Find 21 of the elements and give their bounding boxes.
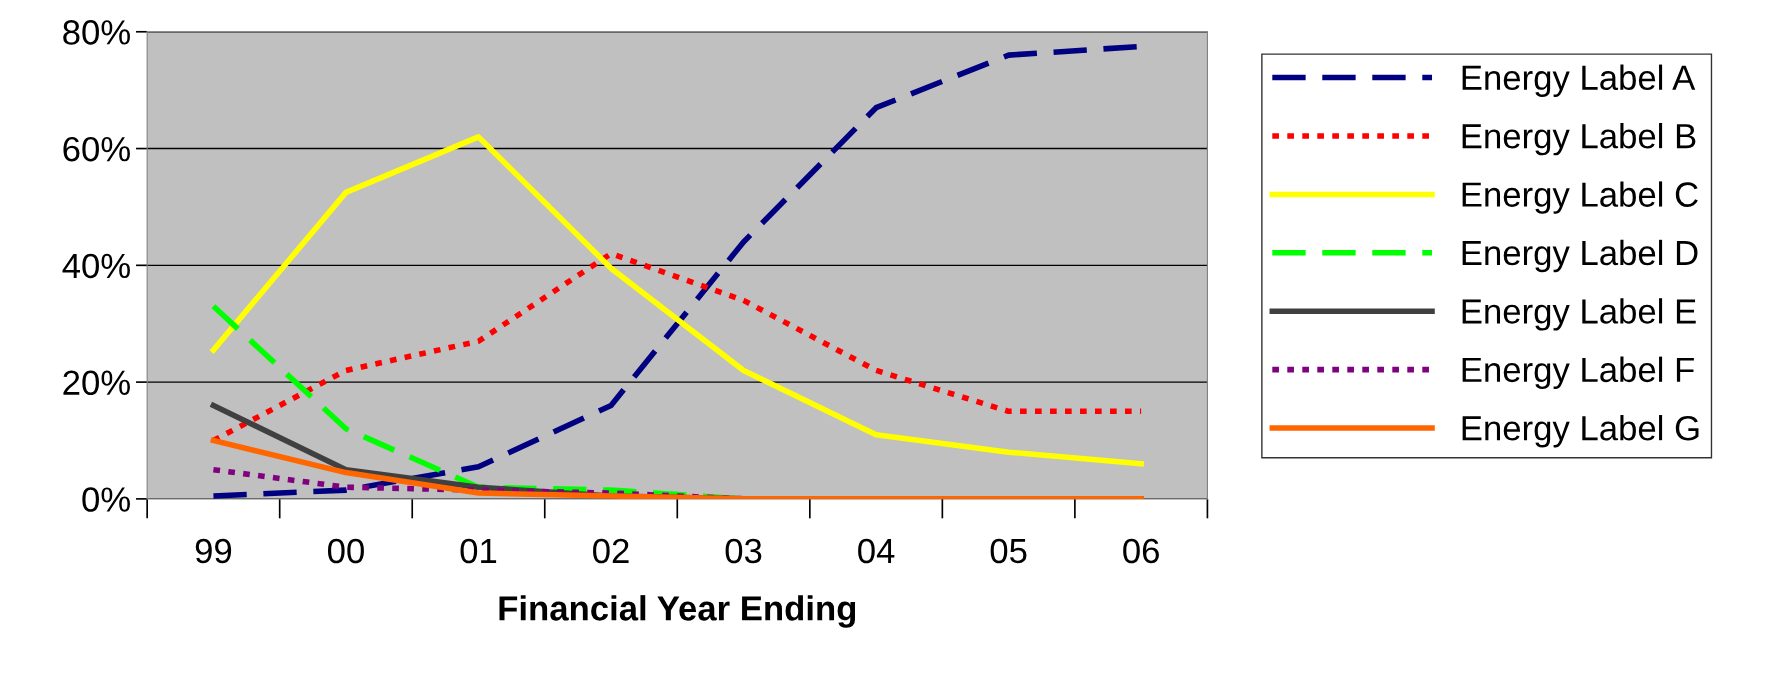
y-tick-label: 0% — [82, 487, 130, 512]
x-axis-title: Financial Year Ending — [499, 595, 856, 628]
legend-label: Energy Label C — [1462, 181, 1698, 214]
legend-label: Energy Label A — [1462, 64, 1696, 97]
legend-label: Energy Label F — [1462, 356, 1694, 389]
legend-label: Energy Label B — [1462, 122, 1696, 156]
x-tick-label: 04 — [858, 538, 895, 564]
y-tick-label: 80% — [63, 20, 130, 45]
x-tick-label: 00 — [328, 538, 364, 564]
x-tick-label: 99 — [195, 538, 232, 564]
x-tick-label: 01 — [460, 538, 497, 564]
x-tick-label: 03 — [725, 538, 762, 564]
y-tick-label: 20% — [63, 370, 130, 396]
y-tick-label: 40% — [62, 253, 130, 279]
legend-label: Energy Label E — [1462, 298, 1696, 331]
x-tick-label: 02 — [593, 538, 629, 564]
x-tick-label: 06 — [1123, 538, 1159, 564]
legend-label: Energy Label G — [1462, 415, 1699, 448]
y-tick-label: 60% — [63, 136, 130, 162]
legend-label: Energy Label D — [1462, 239, 1698, 273]
x-tick-label: 05 — [990, 538, 1027, 564]
